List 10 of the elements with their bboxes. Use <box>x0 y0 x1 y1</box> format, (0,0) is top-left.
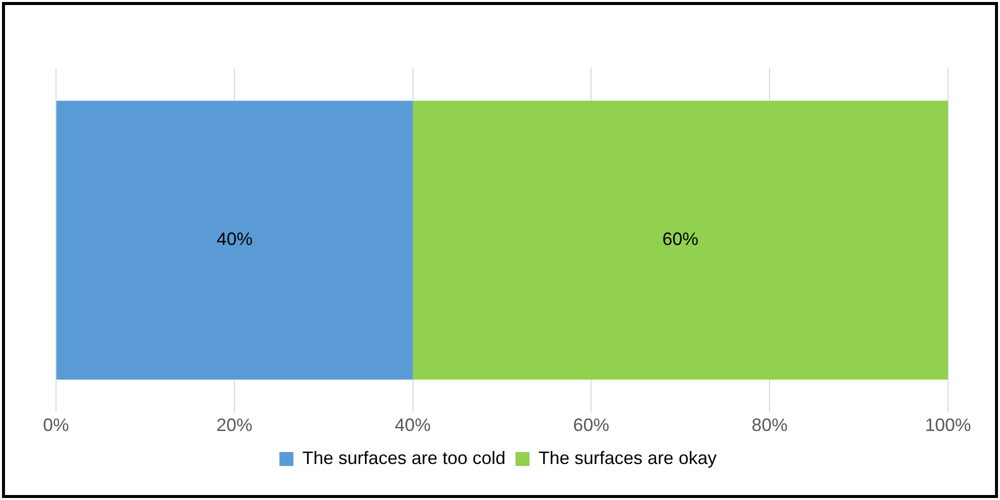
x-tick-label: 20% <box>216 415 252 436</box>
x-tick-label: 80% <box>752 415 788 436</box>
x-tick-label: 100% <box>924 415 972 436</box>
legend-label: The surfaces are too cold <box>302 448 506 468</box>
x-tick-label: 60% <box>573 415 610 436</box>
legend-label: The surfaces are okay <box>538 448 717 468</box>
data-label: 60% <box>662 229 698 250</box>
x-tick-label: 40% <box>394 415 431 436</box>
data-label: 40% <box>216 229 253 250</box>
x-tick-label: 0% <box>42 415 70 436</box>
